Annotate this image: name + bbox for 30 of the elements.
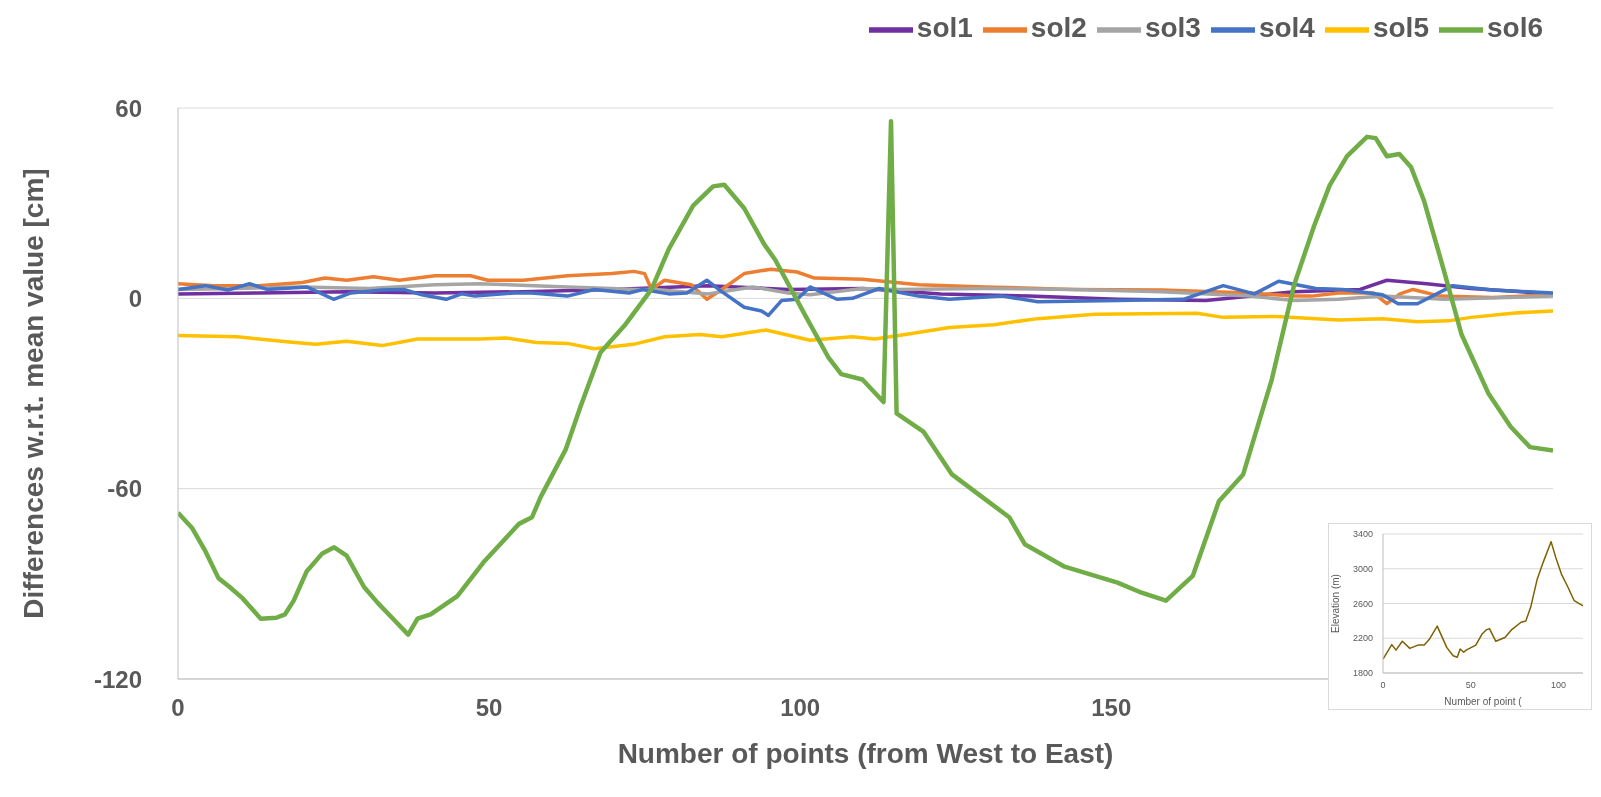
x-tick-label: 0 bbox=[171, 694, 185, 722]
y-tick-label: -120 bbox=[93, 665, 142, 693]
y-tick-label: 3000 bbox=[1352, 563, 1373, 574]
y-tick-label: 2200 bbox=[1352, 633, 1373, 644]
line-series bbox=[1383, 540, 1583, 660]
y-tick-label: 3400 bbox=[1352, 529, 1373, 540]
x-tick-label: 50 bbox=[1465, 680, 1476, 691]
y-axis-title: Differences w.r.t. mean value [cm] bbox=[17, 168, 49, 619]
x-axis-title: Number of points (from West to East) bbox=[617, 738, 1114, 769]
y-axis-title: Elevation (m) bbox=[1329, 574, 1341, 633]
x-tick-label: 100 bbox=[780, 694, 821, 722]
legend-label: sol6 bbox=[1486, 12, 1543, 44]
legend-label: sol4 bbox=[1258, 12, 1315, 44]
x-axis-title: Number of point ( bbox=[1444, 696, 1523, 707]
x-tick-label: 50 bbox=[475, 694, 503, 722]
legend-label: sol3 bbox=[1144, 12, 1201, 44]
line-series bbox=[178, 278, 1553, 318]
x-tick-label: 0 bbox=[1380, 680, 1386, 691]
legend-label: sol5 bbox=[1372, 12, 1429, 44]
y-tick-label: 0 bbox=[128, 284, 142, 312]
legend-label: sol2 bbox=[1030, 12, 1087, 44]
y-tick-label: 1800 bbox=[1352, 668, 1373, 679]
x-tick-label: 100 bbox=[1550, 680, 1566, 691]
x-tick-label: 150 bbox=[1091, 694, 1132, 722]
y-tick-label: 60 bbox=[115, 94, 142, 122]
legend-label: sol1 bbox=[916, 12, 973, 44]
y-tick-label: -60 bbox=[107, 475, 142, 503]
line-series bbox=[178, 309, 1553, 351]
line-series bbox=[178, 119, 1553, 637]
y-tick-label: 2600 bbox=[1352, 598, 1373, 609]
